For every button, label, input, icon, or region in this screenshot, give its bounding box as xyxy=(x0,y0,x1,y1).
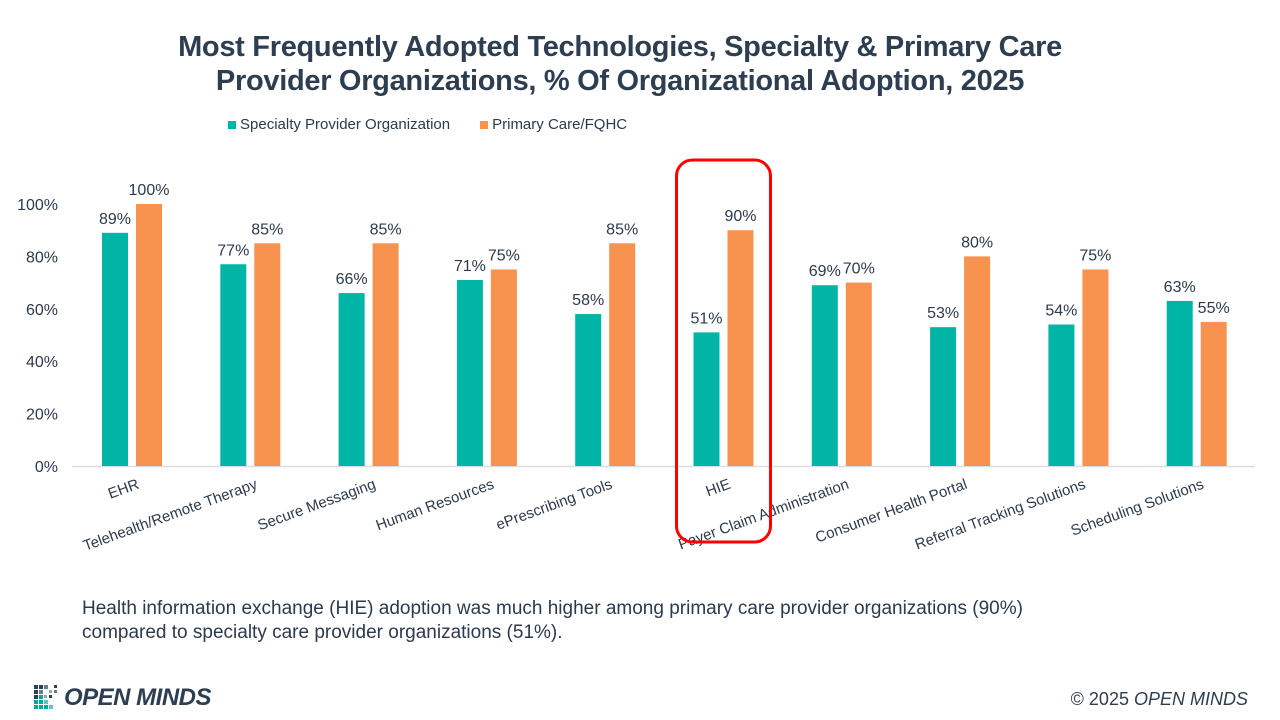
data-label-primary-care-fqhc-consumer-health-portal: 80% xyxy=(961,234,993,251)
y-axis: 0% 20% 40% 60% 80% 100% xyxy=(17,197,58,476)
bar-group-telehealth-remote-therapy: 77%85% xyxy=(217,221,283,466)
logo-mosaic-icon xyxy=(34,685,57,709)
x-tick-label-ehr: EHR xyxy=(106,476,142,503)
bar-specialty-provider-organization-referral-tracking-solutions xyxy=(1048,324,1075,466)
bar-primary-care-fqhc-consumer-health-portal xyxy=(964,256,991,466)
x-tick-label-eprescribing-tools: ePrescribing Tools xyxy=(494,476,615,534)
bar-specialty-provider-organization-scheduling-solutions xyxy=(1166,300,1193,466)
chart-legend: Specialty Provider Organization Primary … xyxy=(228,116,657,133)
data-label-primary-care-fqhc-hie: 90% xyxy=(724,208,756,225)
y-tick-label: 80% xyxy=(26,249,58,266)
copyright-brand: OPEN MINDS xyxy=(1133,689,1248,709)
x-tick-label-scheduling-solutions: Scheduling Solutions xyxy=(1069,476,1206,540)
y-tick-label: 0% xyxy=(35,459,58,476)
x-tick-label-hie: HIE xyxy=(704,476,733,501)
open-minds-logo: OPEN MINDS xyxy=(34,684,212,712)
bar-group-scheduling-solutions: 63%55% xyxy=(1164,279,1230,466)
data-label-specialty-provider-organization-referral-tracking-solutions: 54% xyxy=(1045,303,1077,320)
data-label-primary-care-fqhc-secure-messaging: 85% xyxy=(370,221,402,238)
bar-group-secure-messaging: 66% 85% xyxy=(336,221,402,466)
bar-group-payer-claim-administration: 69% 70% xyxy=(809,261,875,466)
x-tick-label-human-resources: Human Resources xyxy=(374,476,497,534)
data-label-specialty-provider-organization-telehealth-remote-therapy: 77% xyxy=(217,242,249,259)
legend-item-specialty: Specialty Provider Organization xyxy=(228,116,450,133)
bar-group-consumer-health-portal: 53% 80% xyxy=(927,234,993,466)
legend-swatch-primary-care xyxy=(480,120,489,129)
bar-specialty-provider-organization-consumer-health-portal xyxy=(930,327,957,466)
bar-group-referral-tracking-solutions: 54% 75% xyxy=(1045,248,1111,466)
bar-primary-care-fqhc-ehr xyxy=(136,204,162,466)
data-label-specialty-provider-organization-scheduling-solutions: 63% xyxy=(1164,279,1196,296)
bar-group-eprescribing-tools: 58% 85% xyxy=(572,221,638,466)
bar-specialty-provider-organization-eprescribing-tools xyxy=(575,314,602,466)
data-label-primary-care-fqhc-payer-claim-administration: 70% xyxy=(843,261,875,278)
bar-group-human-resources: 71%75% xyxy=(454,248,520,466)
data-label-primary-care-fqhc-human-resources: 75% xyxy=(488,248,520,265)
bar-primary-care-fqhc-eprescribing-tools xyxy=(609,243,636,466)
logo-text: OPEN MINDS xyxy=(64,684,212,711)
legend-label-primary-care: Primary Care/FQHC xyxy=(492,116,628,133)
y-tick-label: 40% xyxy=(26,354,58,371)
bar-specialty-provider-organization-telehealth-remote-therapy xyxy=(220,264,247,466)
bar-chart: 0%20%40%60%80%100% 89%100%77%85%66%85%71… xyxy=(17,158,1255,555)
data-label-specialty-provider-organization-ehr: 89% xyxy=(99,211,131,228)
chart-title-line-1: Most Frequently Adopted Technologies, Sp… xyxy=(178,31,1062,63)
data-label-primary-care-fqhc-referral-tracking-solutions: 75% xyxy=(1079,248,1111,265)
legend-swatch-specialty xyxy=(228,120,236,129)
bar-primary-care-fqhc-secure-messaging xyxy=(372,243,399,466)
data-label-primary-care-fqhc-scheduling-solutions: 55% xyxy=(1198,300,1230,317)
y-tick-label: 100% xyxy=(17,197,58,214)
bar-group-ehr: 89% 100% xyxy=(99,182,169,466)
data-label-specialty-provider-organization-hie: 51% xyxy=(690,310,722,327)
bar-group-hie: 51% 90% xyxy=(690,208,757,466)
bar-primary-care-fqhc-human-resources xyxy=(490,269,517,466)
data-label-specialty-provider-organization-human-resources: 71% xyxy=(454,258,486,275)
data-label-specialty-provider-organization-secure-messaging: 66% xyxy=(336,271,368,288)
y-tick-label: 20% xyxy=(26,407,58,424)
data-label-specialty-provider-organization-payer-claim-administration: 69% xyxy=(809,263,841,280)
bar-specialty-provider-organization-ehr xyxy=(102,232,128,466)
bar-primary-care-fqhc-payer-claim-administration xyxy=(845,282,872,466)
data-label-primary-care-fqhc-telehealth-remote-therapy: 85% xyxy=(251,221,283,238)
legend-item-primary-care: Primary Care/FQHC xyxy=(480,116,627,133)
caption-line-2: compared to specialty care provider orga… xyxy=(82,622,563,643)
bar-specialty-provider-organization-secure-messaging xyxy=(338,293,365,466)
copyright-prefix: © 2025 xyxy=(1070,689,1129,709)
chart-title-line-2: Provider Organizations, % Of Organizatio… xyxy=(215,65,1025,97)
y-tick-label: 60% xyxy=(26,302,58,319)
legend-label-specialty: Specialty Provider Organization xyxy=(240,116,451,133)
bars: 89%100%77%85%66%85%71%75%58%85%51%90%69%… xyxy=(99,182,1230,466)
bar-primary-care-fqhc-telehealth-remote-therapy xyxy=(254,243,281,466)
highlight-box-hie xyxy=(675,158,772,544)
chart-title: Most Frequently Adopted Technologies, Sp… xyxy=(0,30,1240,98)
bar-specialty-provider-organization-payer-claim-administration xyxy=(811,285,838,466)
bar-primary-care-fqhc-scheduling-solutions xyxy=(1200,321,1227,466)
copyright-notice: © 2025 OPEN MINDS xyxy=(1071,689,1248,710)
bar-specialty-provider-organization-hie xyxy=(693,332,720,466)
data-label-specialty-provider-organization-consumer-health-portal: 53% xyxy=(927,305,959,322)
data-label-specialty-provider-organization-eprescribing-tools: 58% xyxy=(572,292,604,309)
caption-line-1: Health information exchange (HIE) adopti… xyxy=(82,598,1023,619)
chart-caption: Health information exchange (HIE) adopti… xyxy=(82,597,1232,645)
x-tick-label-secure-messaging: Secure Messaging xyxy=(255,476,378,534)
data-label-primary-care-fqhc-ehr: 100% xyxy=(129,182,170,199)
data-label-primary-care-fqhc-eprescribing-tools: 85% xyxy=(606,221,638,238)
bar-specialty-provider-organization-human-resources xyxy=(456,279,483,466)
bar-primary-care-fqhc-referral-tracking-solutions xyxy=(1082,269,1109,466)
bar-primary-care-fqhc-hie xyxy=(727,230,754,466)
